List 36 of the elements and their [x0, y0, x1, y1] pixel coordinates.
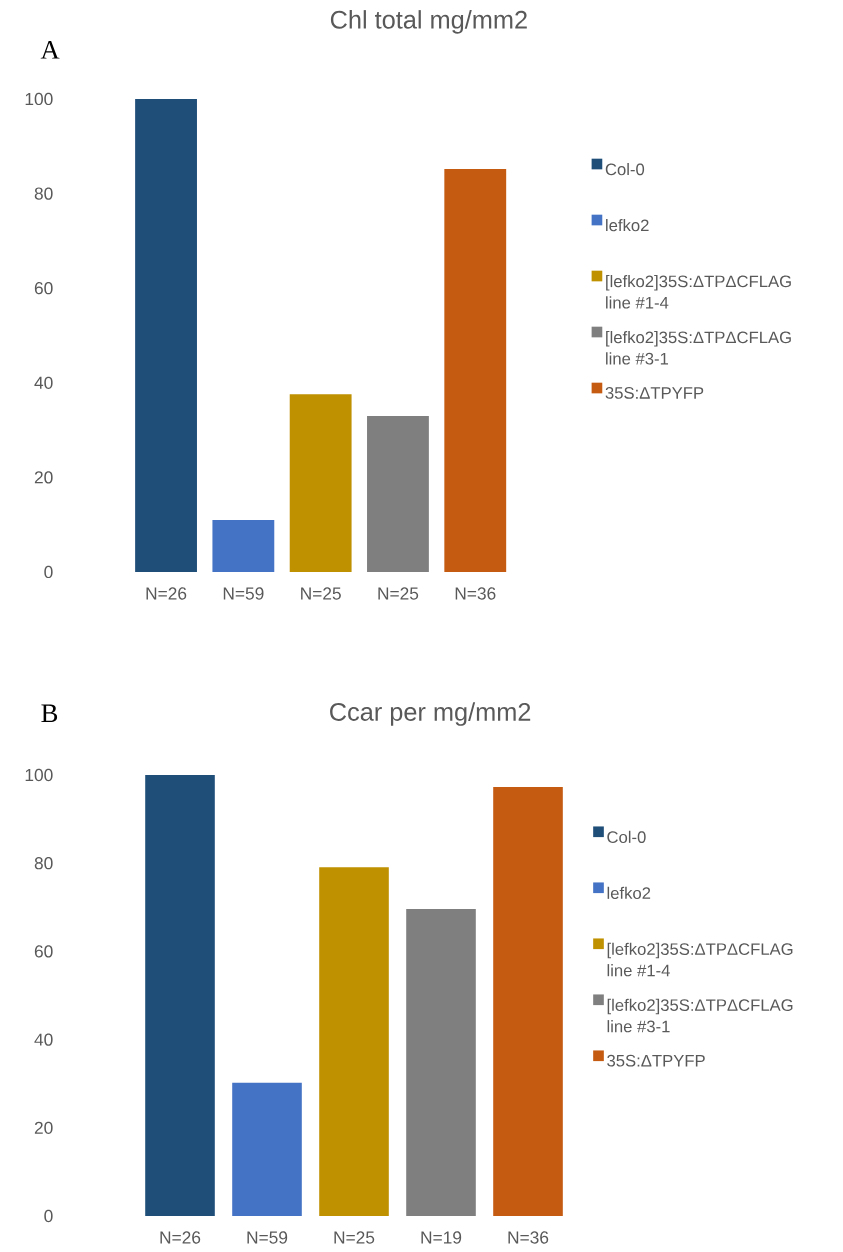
legend-label: Col-0: [605, 163, 645, 176]
x-tick-label: N=25: [378, 587, 419, 600]
y-tick-label: 100: [25, 768, 53, 782]
chart-title: Chl total mg/mm2: [330, 10, 527, 34]
y-tick-label: 40: [34, 376, 53, 389]
legend-label: 35S:ΔTPYFP: [607, 1054, 705, 1067]
legend-label: [lefko2]35S:ΔTPΔCFLAG line #3-1: [607, 998, 793, 1033]
x-tick-label: N=59: [223, 587, 264, 600]
y-tick-label: 60: [34, 945, 53, 958]
y-tick-label: 100: [25, 92, 53, 106]
y-tick-label: 80: [34, 857, 53, 870]
y-tick-label: 20: [34, 1121, 53, 1134]
legend-label: [lefko2]35S:ΔTPΔCFLAG line #3-1: [606, 331, 791, 365]
chart-title: Ccar per mg/mm2: [330, 702, 531, 726]
y-tick-label: 0: [44, 1209, 53, 1223]
text: B: [41, 704, 58, 723]
text: A: [40, 40, 60, 59]
x-tick-label: N=25: [334, 1231, 375, 1244]
x-tick-label: N=26: [160, 1231, 201, 1244]
legend-label: 35S:ΔTPYFP: [605, 387, 704, 399]
x-tick-label: N=19: [421, 1231, 462, 1244]
y-tick-label: 0: [44, 565, 53, 579]
y-tick-label: 20: [34, 471, 53, 484]
legend-label: [lefko2]35S:ΔTPΔCFLAG line #1-4: [607, 942, 793, 977]
x-tick-label: N=26: [146, 587, 187, 600]
x-tick-label: N=25: [301, 587, 341, 600]
legend-label: lefko2: [606, 219, 649, 232]
x-tick-label: N=36: [455, 587, 496, 600]
x-tick-label: N=59: [247, 1231, 288, 1244]
y-tick-label: 60: [34, 282, 53, 295]
legend-label: [lefko2]35S:ΔTPΔCFLAG line #1-4: [606, 275, 791, 309]
legend-label: lefko2: [607, 886, 651, 900]
y-tick-label: 40: [34, 1033, 53, 1046]
x-tick-label: N=36: [508, 1231, 549, 1244]
y-tick-label: 80: [34, 187, 53, 200]
legend-label: Col-0: [607, 830, 646, 844]
